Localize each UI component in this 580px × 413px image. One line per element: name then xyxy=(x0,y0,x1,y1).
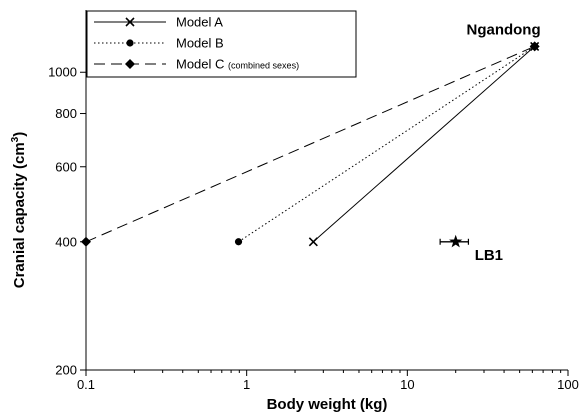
data-point-model-c xyxy=(81,236,91,247)
annotations: Ngandong LB1 xyxy=(439,21,541,264)
y-tick-label: 600 xyxy=(55,159,77,174)
axes xyxy=(85,10,568,371)
series-layer xyxy=(81,41,540,247)
legend: Model A Model B Model C (combined sexes) xyxy=(86,10,357,78)
x-tick-label: 0.1 xyxy=(77,377,95,392)
series-line-model-a xyxy=(312,46,535,243)
data-point-model-c xyxy=(529,41,540,52)
x-tick-label: 10 xyxy=(400,377,414,392)
point-lb1 xyxy=(449,234,463,248)
legend-label-model-b: Model B xyxy=(176,36,224,51)
legend-label-model-a: Model A xyxy=(176,15,223,30)
x-tick-label: 1 xyxy=(243,377,250,392)
x-axis-title: Body weight (kg) xyxy=(267,396,388,413)
legend-marker-model-b xyxy=(126,39,134,47)
y-axis-title: Cranial capacity (cm3) xyxy=(10,132,28,288)
y-tick-label: 200 xyxy=(55,363,77,378)
y-tick-label: 1000 xyxy=(48,65,77,80)
y-ticks: 200 400 600 800 1000 xyxy=(48,65,86,378)
y-axis-title-close: ) xyxy=(11,132,28,137)
label-ngandong: Ngandong xyxy=(466,21,540,38)
data-point-model-b xyxy=(234,238,243,246)
data-point-model-a xyxy=(308,237,318,247)
label-lb1: LB1 xyxy=(475,247,503,264)
legend-marker-model-a xyxy=(125,17,135,27)
y-tick-label: 400 xyxy=(55,234,77,249)
series-line-model-b xyxy=(238,45,535,243)
legend-marker-model-c xyxy=(125,59,135,69)
y-axis-title-main: Cranial capacity (cm xyxy=(11,142,28,288)
series-line-model-c xyxy=(85,45,535,243)
legend-note: (combined sexes) xyxy=(228,61,299,71)
legend-label-model-c: Model C (combined sexes) xyxy=(176,57,299,72)
x-tick-label: 100 xyxy=(557,377,579,392)
x-ticks: 0.1 1 10 100 xyxy=(77,370,579,392)
y-tick-label: 800 xyxy=(55,106,77,121)
y-axis-title-superscript: 3 xyxy=(10,136,21,142)
